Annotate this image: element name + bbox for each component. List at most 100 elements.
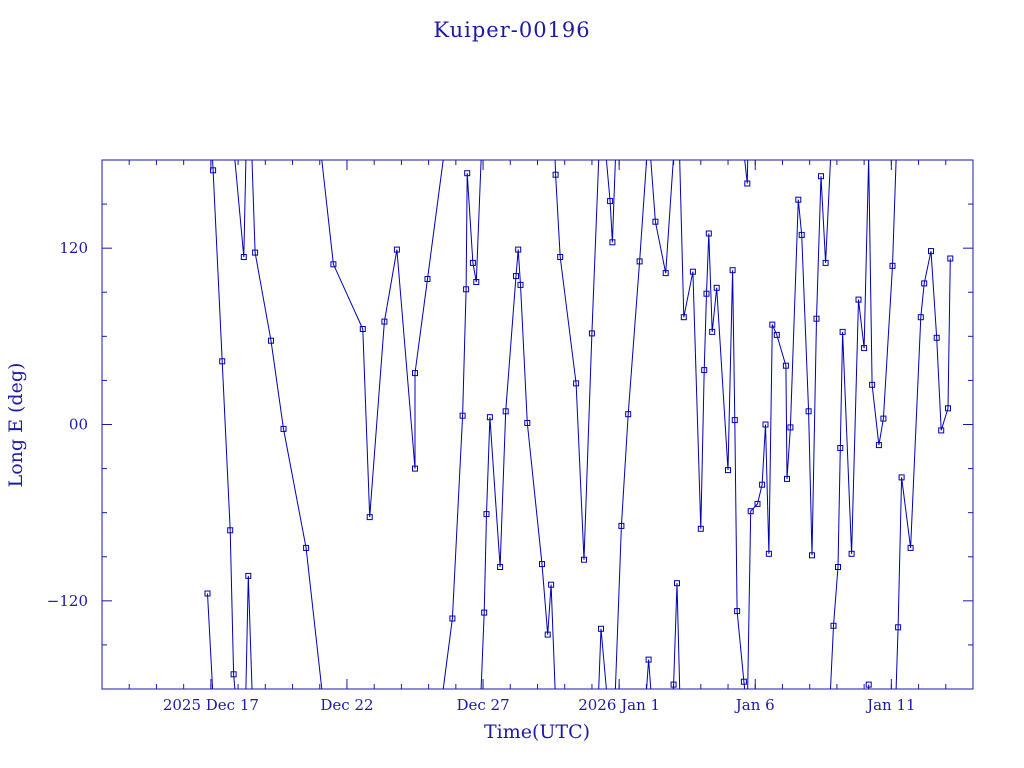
data-point [725, 467, 731, 474]
plot-marks [204, 159, 954, 690]
data-point [744, 180, 751, 187]
data-point [898, 474, 905, 481]
data-point [502, 408, 509, 415]
data-point [359, 326, 366, 332]
ticks [102, 160, 973, 689]
plot-frame [101, 159, 974, 690]
data-point [813, 315, 820, 322]
data-point [869, 381, 876, 388]
data-point [933, 334, 940, 341]
data-point [830, 622, 837, 629]
data-point [524, 420, 531, 426]
data-point [497, 564, 504, 570]
data-point [412, 370, 418, 377]
x-tick-label: Dec 22 [320, 696, 373, 714]
data-point [463, 286, 470, 293]
data-point [798, 231, 805, 238]
data-point [818, 173, 824, 180]
data-point [645, 656, 652, 663]
data-point [740, 678, 747, 685]
data-point [945, 405, 951, 412]
data-point [252, 249, 259, 256]
data-point [889, 262, 896, 269]
data-point [782, 362, 789, 369]
data-point [701, 367, 708, 374]
data-point [459, 412, 466, 419]
data-point [784, 475, 790, 482]
data-point [861, 345, 868, 352]
data-point [865, 681, 872, 688]
data-point [625, 411, 632, 418]
data-point [839, 328, 846, 335]
data-point [230, 671, 237, 678]
data-point [769, 321, 776, 328]
data-point [837, 445, 844, 451]
data-point [705, 230, 712, 237]
x-tick-label: Dec 27 [456, 696, 509, 714]
data-point [754, 500, 761, 507]
data-point [703, 290, 710, 297]
data-point [795, 196, 802, 203]
data-point [607, 198, 614, 205]
data-point [557, 254, 564, 260]
x-tick-label: Jan 6 [734, 696, 775, 714]
data-point [689, 268, 696, 275]
data-point [848, 550, 855, 557]
data-point [573, 380, 580, 387]
data-point [697, 525, 704, 532]
data-point [240, 254, 247, 260]
data-point [412, 465, 418, 472]
x-axis-label: Time(UTC) [484, 721, 590, 743]
data-point [210, 167, 217, 174]
data-point [773, 331, 780, 338]
data-point [473, 279, 480, 285]
data-point [588, 330, 595, 337]
data-point [483, 511, 490, 518]
data-point [618, 522, 625, 529]
y-tick-label: −120 [47, 592, 88, 610]
data-point [880, 415, 887, 422]
data-point [805, 408, 812, 415]
data-point [515, 246, 522, 253]
data-point [921, 280, 928, 287]
chart-title: Kuiper-00196 [433, 18, 590, 42]
data-point [469, 259, 476, 266]
data-point [917, 314, 924, 321]
data-point [486, 414, 493, 421]
data-point [227, 527, 234, 534]
data-point [765, 550, 772, 557]
data-point [330, 261, 337, 268]
data-point [713, 284, 720, 291]
data-point [581, 556, 587, 563]
data-point [539, 561, 545, 568]
data-point [268, 337, 274, 344]
data-point [674, 580, 680, 587]
data-line [207, 159, 951, 690]
data-point [835, 564, 841, 570]
x-tick-label: Jan 11 [865, 696, 915, 714]
data-point [548, 581, 555, 588]
data-point [652, 218, 659, 225]
data-point [895, 624, 902, 631]
data-point [938, 427, 945, 434]
data-point [219, 358, 226, 365]
data-point [822, 259, 829, 266]
data-point [204, 590, 211, 597]
data-point [729, 267, 736, 274]
data-point [598, 625, 604, 632]
tick-labels: 2025 Dec 17 Dec 22 Dec 27 2026 Jan 1 Jan 6 Ja… [47, 239, 916, 714]
y-tick-label: 00 [69, 416, 88, 434]
data-point [947, 255, 954, 262]
data-point [709, 328, 716, 335]
data-point [787, 424, 794, 431]
data-point [381, 318, 388, 325]
data-point [747, 508, 754, 515]
data-point [680, 314, 687, 321]
data-point [513, 273, 519, 280]
data-point [464, 170, 471, 177]
data-point [245, 572, 252, 579]
x-tick-label: 2025 Dec 17 [163, 696, 259, 714]
data-point [762, 421, 769, 428]
data-point [481, 609, 488, 616]
data-point [670, 681, 677, 688]
